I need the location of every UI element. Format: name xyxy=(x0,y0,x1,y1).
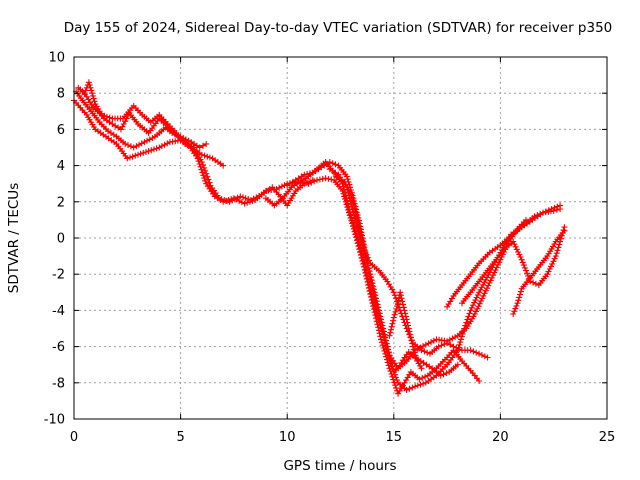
y-tick-label: -6 xyxy=(52,340,65,355)
series-track-2 xyxy=(73,88,210,151)
y-tick-label: 8 xyxy=(57,87,65,102)
series-track-11 xyxy=(444,202,564,310)
y-tick-label: 6 xyxy=(57,123,65,138)
data-series xyxy=(71,79,568,397)
series-line xyxy=(286,161,561,391)
series-track-6 xyxy=(284,159,564,393)
y-tick-label: 0 xyxy=(57,232,65,247)
series-track-12 xyxy=(459,224,568,307)
series-track-7 xyxy=(305,175,483,397)
x-tick-label: 15 xyxy=(386,430,403,445)
data-point-markers xyxy=(444,202,564,310)
chart-title: Day 155 of 2024, Sidereal Day-to-day VTE… xyxy=(64,20,613,36)
series-track-4 xyxy=(77,86,316,209)
data-point-markers xyxy=(510,227,568,317)
x-tick-label: 20 xyxy=(492,430,509,445)
series-line xyxy=(512,230,565,315)
x-axis-label: GPS time / hours xyxy=(283,458,396,474)
y-tick-label: -4 xyxy=(52,304,65,319)
data-point-markers xyxy=(305,175,483,397)
y-tick-label: -10 xyxy=(44,413,65,428)
data-point-markers xyxy=(326,166,461,379)
data-point-markers xyxy=(77,86,316,209)
x-tick-label: 10 xyxy=(279,430,296,445)
axis-ticks: 0 5 10 15 20 25 -10 -8 -6 -4 -2 0 2 4 6 8 10 xyxy=(44,51,616,446)
series-track-10 xyxy=(386,289,425,372)
x-tick-label: 0 xyxy=(70,430,78,445)
y-axis-label: SDTVAR / TECUs xyxy=(6,183,22,293)
data-point-markers xyxy=(284,159,564,393)
series-line xyxy=(446,204,561,308)
y-tick-label: 4 xyxy=(57,159,65,174)
x-tick-label: 5 xyxy=(176,430,184,445)
y-tick-label: -2 xyxy=(52,268,65,283)
grid xyxy=(74,57,607,419)
data-point-markers xyxy=(459,224,568,307)
y-tick-label: 10 xyxy=(48,51,65,66)
y-tick-label: -8 xyxy=(52,376,65,391)
series-track-5 xyxy=(262,159,529,372)
data-point-markers xyxy=(386,289,425,372)
series-line xyxy=(265,160,527,370)
x-tick-label: 25 xyxy=(599,430,616,445)
series-track-13 xyxy=(510,227,568,317)
y-tick-label: 2 xyxy=(57,195,65,210)
data-point-markers xyxy=(262,159,529,372)
